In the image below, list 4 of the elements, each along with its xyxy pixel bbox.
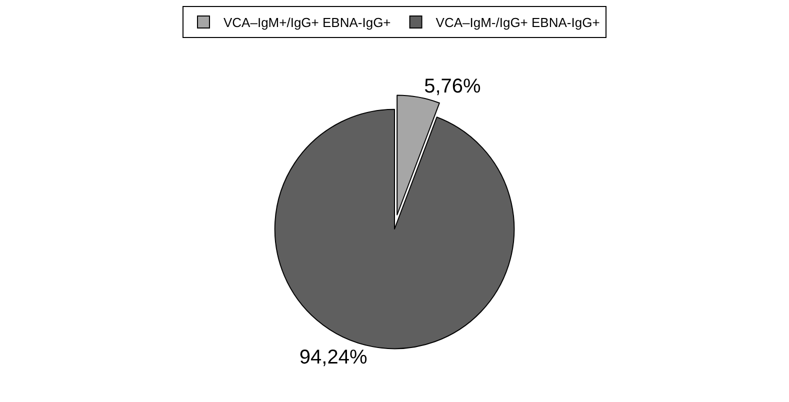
data-label: 94,24% [299,346,368,368]
data-label: 5,76% [424,76,482,98]
legend-label: VCA–IgM+/IgG+ EBNA-IgG+ [224,15,391,30]
legend-label: VCA–IgM-/IgG+ EBNA-IgG+ [436,15,600,30]
